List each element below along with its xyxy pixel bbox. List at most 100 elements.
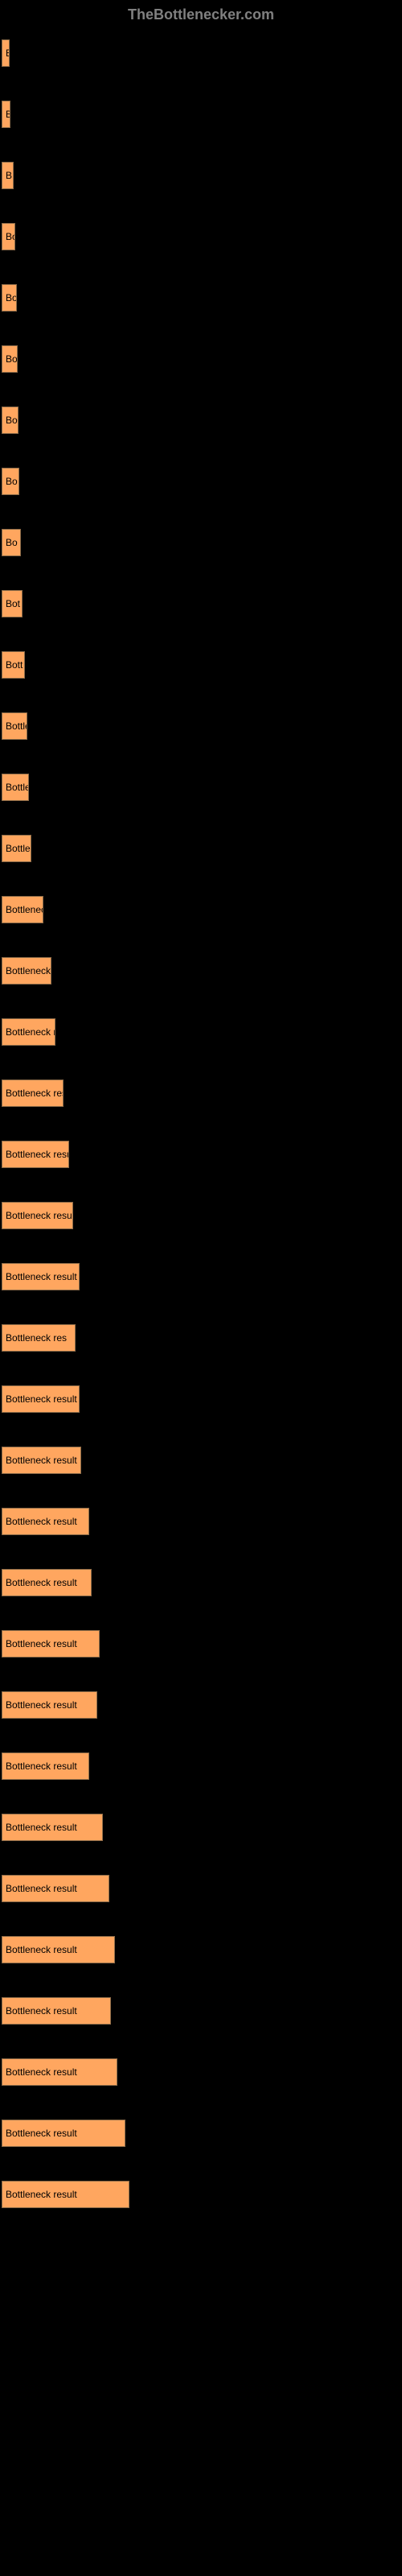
bar-label: Bottleneck result xyxy=(6,1699,77,1711)
bar-row: B xyxy=(2,101,400,128)
bar: Bottleneck result xyxy=(2,1997,111,2025)
bar-label: Bottleneck result xyxy=(6,1149,69,1160)
bar-label: Bottleneck result xyxy=(6,2189,77,2200)
bar-label: Bottleneck result xyxy=(6,1516,77,1527)
bar-row: Bottleneck result xyxy=(2,1447,400,1474)
bar: B xyxy=(2,39,10,67)
bar-row: Bottleneck xyxy=(2,896,400,923)
bar: Bott xyxy=(2,651,25,679)
bar: B xyxy=(2,162,14,189)
bar-label: Bottleneck result xyxy=(6,2066,77,2078)
bar-row: Bottleneck result xyxy=(2,1875,400,1902)
bar-label: Bottleneck result xyxy=(6,1638,77,1649)
bar: Bottleneck result xyxy=(2,1447,81,1474)
bar: Bottleneck result xyxy=(2,1752,89,1780)
site-name: TheBottlenecker.com xyxy=(0,0,402,39)
bar-label: B xyxy=(6,109,10,120)
bar: Bottleneck result xyxy=(2,2181,129,2208)
bar: Bottleneck resul xyxy=(2,1080,64,1107)
bar-row: Bottleneck result xyxy=(2,1752,400,1780)
bar-label: Bottleneck result xyxy=(6,2128,77,2139)
bar-row: Bo xyxy=(2,284,400,312)
bar-label: Bo xyxy=(6,537,18,548)
bar-row: Bottleneck re xyxy=(2,957,400,985)
bar-label: Bottleneck result xyxy=(6,1393,77,1405)
bar-label: Bottleneck xyxy=(6,904,43,915)
bar-row: B xyxy=(2,39,400,67)
bar-label: Bottleneck re xyxy=(6,965,51,976)
bar: Bottleneck result xyxy=(2,1630,100,1657)
bar-row: Bottleneck resul xyxy=(2,1202,400,1229)
bar-row: Bottleneck result xyxy=(2,1569,400,1596)
bar: Bottleneck r xyxy=(2,1018,55,1046)
bar: Bo xyxy=(2,223,15,250)
bar-row: Bottleneck result xyxy=(2,1691,400,1719)
bar: Bottleneck result xyxy=(2,1263,80,1290)
bar-row: Bo xyxy=(2,407,400,434)
bar-label: Bot xyxy=(6,598,20,609)
bar-label: Bottleneck result xyxy=(6,2005,77,2017)
bar-row: Bottleneck result xyxy=(2,1997,400,2025)
bar-label: B xyxy=(6,47,10,59)
bar-row: Bo xyxy=(2,345,400,373)
bar: Bottleneck result xyxy=(2,1569,92,1596)
bar: Bo xyxy=(2,529,21,556)
bar-label: Bott xyxy=(6,659,23,671)
bar-row: Bottleneck result xyxy=(2,2120,400,2147)
bar: Bo xyxy=(2,284,17,312)
bar-label: Bottleneck resul xyxy=(6,1210,73,1221)
bar: Bottleneck result xyxy=(2,1385,80,1413)
bar-row: Bo xyxy=(2,529,400,556)
bar: Bottleneck result xyxy=(2,1875,109,1902)
bar-label: Bottleneck result xyxy=(6,1761,77,1772)
bar-row: Bottle xyxy=(2,712,400,740)
bar-row: Bot xyxy=(2,590,400,617)
bar: Bo xyxy=(2,345,18,373)
bar-row: Bottle xyxy=(2,774,400,801)
bar-label: Bottle xyxy=(6,720,27,732)
bar: Bo xyxy=(2,407,18,434)
bar-row: B xyxy=(2,162,400,189)
bar: Bottle xyxy=(2,835,31,862)
bar: Bottleneck result xyxy=(2,1936,115,1963)
bar: Bo xyxy=(2,468,19,495)
bar: Bottleneck result xyxy=(2,1508,89,1535)
bar-label: Bo xyxy=(6,476,18,487)
bar: Bottle xyxy=(2,712,27,740)
bar-row: Bottleneck result xyxy=(2,2181,400,2208)
bar: Bot xyxy=(2,590,23,617)
bar: B xyxy=(2,101,10,128)
bar-row: Bottleneck result xyxy=(2,2058,400,2086)
bar-row: Bo xyxy=(2,468,400,495)
bar-label: Bottleneck result xyxy=(6,1271,77,1282)
bar-label: Bottle xyxy=(6,782,29,793)
bar: Bottleneck res xyxy=(2,1324,76,1352)
bar-row: Bottleneck result xyxy=(2,1630,400,1657)
bar-label: Bottleneck result xyxy=(6,1944,77,1955)
bar-row: Bottleneck result xyxy=(2,1814,400,1841)
bar: Bottleneck result xyxy=(2,1141,69,1168)
bar-label: Bottleneck res xyxy=(6,1332,67,1344)
bar-label: B xyxy=(6,170,12,181)
bar: Bottleneck xyxy=(2,896,43,923)
bar-label: Bottleneck r xyxy=(6,1026,55,1038)
bar: Bottleneck resul xyxy=(2,1202,73,1229)
bar-row: Bottleneck result xyxy=(2,1508,400,1535)
bar-row: Bo xyxy=(2,223,400,250)
bar: Bottle xyxy=(2,774,29,801)
bar: Bottleneck result xyxy=(2,2120,125,2147)
bar-label: Bottleneck resul xyxy=(6,1088,64,1099)
bar-label: Bo xyxy=(6,415,18,426)
bar-label: Bottleneck result xyxy=(6,1822,77,1833)
bar-row: Bottleneck res xyxy=(2,1324,400,1352)
bar-row: Bott xyxy=(2,651,400,679)
bar-label: Bo xyxy=(6,353,18,365)
bar-label: Bottleneck result xyxy=(6,1883,77,1894)
bar-row: Bottleneck resul xyxy=(2,1080,400,1107)
bar: Bottleneck result xyxy=(2,2058,117,2086)
bar-row: Bottleneck result xyxy=(2,1936,400,1963)
bar-row: Bottleneck result xyxy=(2,1263,400,1290)
bar: Bottleneck result xyxy=(2,1814,103,1841)
bar-row: Bottleneck result xyxy=(2,1385,400,1413)
bar-label: Bottleneck result xyxy=(6,1577,77,1588)
